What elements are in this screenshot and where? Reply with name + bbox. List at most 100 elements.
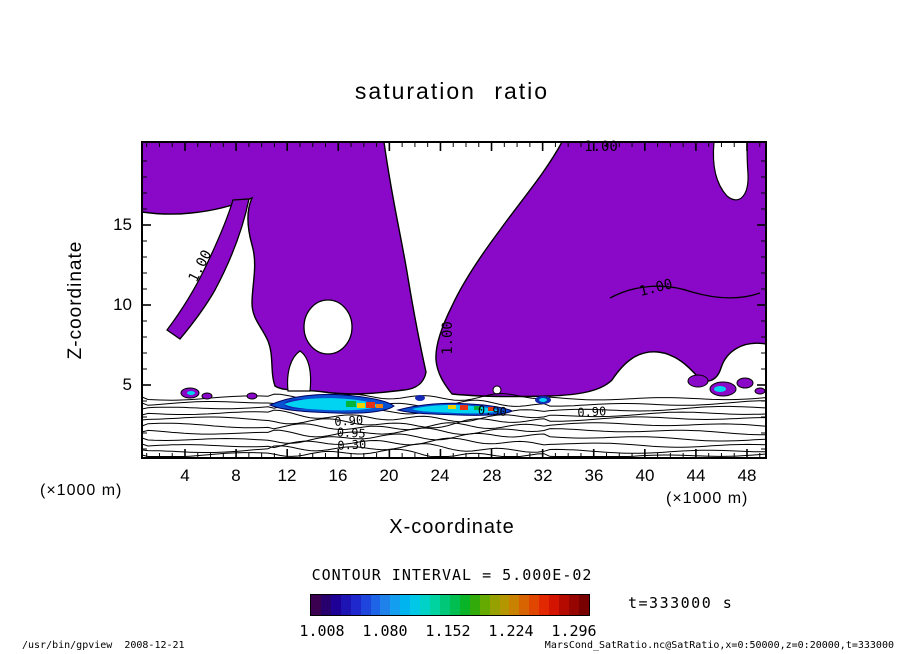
colorbar-cell bbox=[489, 595, 500, 615]
colorbar-cell bbox=[360, 595, 371, 615]
colorbar-cell bbox=[439, 595, 450, 615]
cloud-spot-red bbox=[366, 402, 375, 408]
colorbar-cell bbox=[469, 595, 480, 615]
z-axis-label: Z-coordinate bbox=[65, 240, 86, 360]
colorbar-cell bbox=[449, 595, 460, 615]
contour-label: 1.00 bbox=[638, 276, 675, 300]
colorbar-cell bbox=[559, 595, 569, 615]
supersaturation-cloud-band bbox=[268, 393, 551, 416]
colorbar-cell bbox=[539, 595, 550, 615]
plot-title: saturation ratio bbox=[354, 78, 550, 104]
colorbar-label: 1.152 bbox=[425, 622, 471, 640]
x-tick-label: 24 bbox=[430, 466, 450, 485]
x-tick-label: 28 bbox=[482, 466, 502, 485]
saturation-region-left bbox=[141, 141, 427, 395]
colorbar-cell bbox=[330, 595, 341, 615]
cloud-spot-yellow bbox=[357, 403, 365, 408]
command-line-text: /usr/bin/gpview 2008-12-21 bbox=[22, 640, 185, 651]
cloud-spot-orange bbox=[376, 404, 383, 408]
colorbar-cell bbox=[420, 595, 431, 615]
contour-line bbox=[141, 437, 767, 449]
cloud-speck bbox=[187, 391, 195, 395]
contour-label: 0.30 bbox=[337, 437, 367, 452]
colorbar-label: 1.080 bbox=[362, 622, 408, 640]
colorbar-cell bbox=[350, 595, 361, 615]
colorbar-label: 1.224 bbox=[488, 622, 534, 640]
z-axis-unit-label: (×1000 m) bbox=[40, 482, 123, 499]
plot-frame bbox=[141, 141, 767, 459]
contour-line bbox=[141, 443, 766, 454]
colorbar-cell bbox=[549, 595, 560, 615]
white-hole bbox=[303, 299, 353, 355]
colorbar-cell bbox=[479, 595, 490, 615]
colorbar-cell bbox=[311, 595, 321, 615]
colorbar-label: 1.008 bbox=[299, 622, 345, 640]
contour-interval-label: CONTOUR INTERVAL = 5.000E-02 bbox=[311, 566, 593, 584]
x-tick-label: 36 bbox=[584, 466, 604, 485]
white-hole bbox=[712, 141, 749, 201]
saturation-region-left-strip bbox=[166, 198, 250, 340]
saturated-blob bbox=[201, 392, 213, 400]
x-tick-label: 40 bbox=[635, 466, 655, 485]
contour-line bbox=[141, 422, 767, 431]
contour-label: 0.90 bbox=[577, 404, 607, 419]
colorbar-cell bbox=[509, 595, 520, 615]
colorbar-cell bbox=[400, 595, 411, 615]
cloud-spot-red bbox=[488, 407, 494, 411]
y-tick-label: 15 bbox=[113, 215, 132, 234]
contour-line bbox=[141, 448, 767, 457]
colorbar bbox=[310, 594, 590, 616]
contour-label: 0.95 bbox=[336, 425, 366, 440]
colorbar-cell bbox=[430, 595, 440, 615]
time-label: t=333000 s bbox=[628, 594, 734, 612]
colorbar-cell bbox=[340, 595, 351, 615]
saturated-blob bbox=[687, 374, 709, 388]
colorbar-cell bbox=[519, 595, 530, 615]
x-tick-label: 4 bbox=[180, 466, 190, 485]
contour-label: 1.00 bbox=[440, 321, 456, 355]
contour-line bbox=[141, 416, 766, 429]
x-tick-label: 48 bbox=[737, 466, 757, 485]
saturation-region-right bbox=[435, 141, 767, 398]
y-tick-label: 10 bbox=[113, 295, 132, 314]
colorbar-cell bbox=[529, 595, 540, 615]
colorbar-cell bbox=[370, 595, 381, 615]
cloud-spot-red bbox=[460, 405, 468, 410]
x-axis-label: X-coordinate bbox=[389, 516, 515, 538]
contour-line bbox=[141, 409, 767, 423]
saturated-blob bbox=[246, 392, 258, 400]
y-tick-label: 5 bbox=[122, 375, 132, 394]
white-hole bbox=[286, 350, 312, 392]
saturated-blob bbox=[754, 387, 766, 395]
colorbar-cell bbox=[320, 595, 331, 615]
x-tick-label: 20 bbox=[379, 466, 399, 485]
x-tick-label: 44 bbox=[686, 466, 706, 485]
contour-line bbox=[141, 427, 766, 438]
contour-line-right bbox=[609, 285, 761, 299]
colorbar-cell bbox=[499, 595, 510, 615]
saturated-blob bbox=[736, 377, 754, 389]
cloud-spot-green bbox=[346, 401, 356, 407]
cloud-speck bbox=[415, 395, 425, 401]
colorbar-label: 1.296 bbox=[551, 622, 597, 640]
white-hole bbox=[492, 385, 502, 395]
x-tick-label: 12 bbox=[277, 466, 297, 485]
dataset-info-text: MarsCond_SatRatio.nc@SatRatio,x=0:50000,… bbox=[544, 640, 894, 651]
x-tick-label: 32 bbox=[533, 466, 553, 485]
saturation-fill-regions bbox=[141, 141, 767, 398]
cloud-spot-yellow bbox=[448, 405, 456, 409]
contour-line bbox=[141, 392, 767, 401]
x-axis-unit-label: (×1000 m) bbox=[666, 490, 749, 507]
colorbar-cell bbox=[568, 595, 579, 615]
contour-line bbox=[141, 432, 767, 444]
colorbar-cell bbox=[459, 595, 470, 615]
cloud-speck bbox=[539, 398, 547, 402]
colorbar-cell bbox=[380, 595, 391, 615]
colorbar-cell bbox=[410, 595, 421, 615]
contour-label: 0.90 bbox=[334, 413, 364, 429]
cloud-spot-green bbox=[474, 406, 481, 410]
colorbar-cell bbox=[578, 595, 589, 615]
cloud-speck bbox=[714, 386, 726, 392]
x-tick-label: 16 bbox=[328, 466, 348, 485]
